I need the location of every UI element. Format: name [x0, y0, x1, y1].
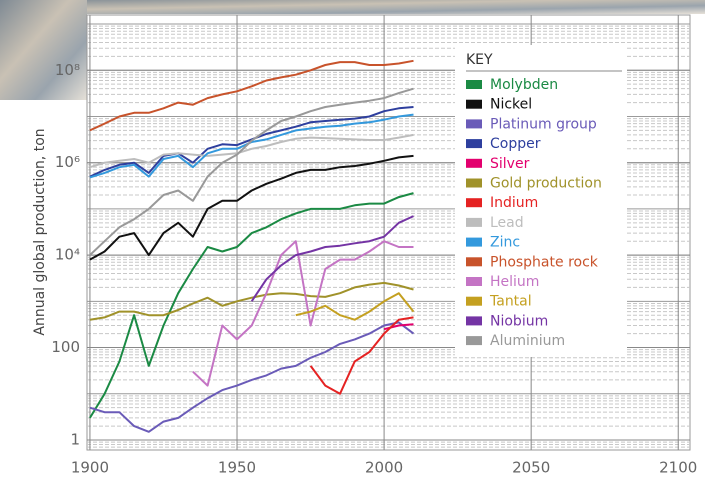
y-tick-label: 100 — [51, 338, 80, 356]
legend-label: Lead — [490, 215, 524, 231]
legend-swatch — [466, 158, 482, 168]
y-tick-label: 10⁶ — [55, 153, 80, 171]
photo-corner — [0, 0, 87, 100]
series-line — [89, 281, 414, 321]
series-line — [89, 87, 414, 256]
legend-title: KEY — [466, 52, 493, 68]
ticks: 1 100 10⁴ 10⁶ 10⁸ 1900 1950 2000 2050 2100 — [51, 61, 697, 477]
series-line — [89, 192, 414, 419]
legend-swatch — [466, 316, 482, 326]
y-tick-label: 10⁸ — [55, 61, 80, 79]
legend-swatch — [466, 257, 482, 267]
series-line — [295, 292, 415, 321]
grid — [87, 15, 690, 450]
photo-strip — [0, 0, 705, 14]
legend-swatch — [466, 139, 482, 149]
series-line — [250, 215, 414, 302]
legend-label: Phosphate rock — [490, 254, 599, 270]
legend-swatch — [466, 237, 482, 247]
legend-label: Zinc — [490, 235, 520, 251]
series-line — [89, 133, 414, 169]
y-tick-label: 10⁴ — [55, 246, 80, 264]
legend-label: Platinum group — [490, 116, 597, 132]
legend-swatch — [466, 336, 482, 346]
series-line — [89, 59, 414, 132]
series-line — [309, 316, 414, 395]
series-line — [89, 154, 414, 261]
series-line — [89, 321, 415, 433]
legend-swatch — [466, 80, 482, 89]
legend-swatch — [466, 119, 482, 129]
x-tick-label: 2100 — [659, 459, 697, 477]
series-line — [89, 113, 414, 179]
x-tick-label: 1950 — [218, 459, 256, 477]
legend-box — [455, 45, 627, 357]
legend-label: Copper — [490, 136, 541, 152]
legend-swatch — [466, 277, 482, 286]
legend-swatch — [466, 296, 482, 306]
y-tick-label: 1 — [70, 430, 80, 448]
legend-label: Indium — [490, 195, 538, 211]
series-line — [192, 240, 414, 387]
x-tick-label: 1900 — [71, 459, 109, 477]
legend-swatch — [466, 178, 482, 188]
legend-label: Nickel — [490, 97, 532, 113]
x-tick-label: 2000 — [365, 459, 403, 477]
legend: Molybden Nickel Platinum group Copper Silver… — [466, 77, 602, 349]
legend-label: Gold production — [490, 176, 602, 192]
lines — [89, 59, 415, 433]
legend-label: Silver — [490, 156, 530, 172]
legend-label: Molybden — [490, 77, 558, 93]
legend-swatch — [466, 99, 482, 109]
legend-label: Aluminium — [490, 333, 565, 349]
legend-label: Niobium — [490, 313, 548, 329]
legend-label: Helium — [490, 274, 539, 290]
legend-swatch — [466, 198, 482, 208]
y-axis-label: Annual global production, ton — [32, 128, 48, 335]
legend-label: Tantal — [489, 294, 532, 310]
legend-swatch — [466, 217, 482, 227]
x-tick-label: 2050 — [512, 459, 550, 477]
